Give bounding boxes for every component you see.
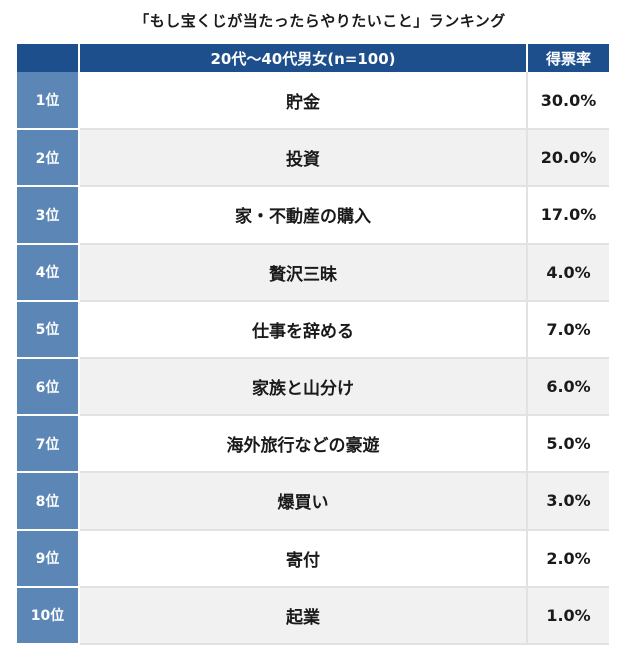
header-row: 20代〜40代男女(n=100) 得票率 [17,44,609,72]
rate-cell: 30.0% [526,72,609,131]
item-cell: 家族と山分け [78,357,527,417]
rank-cell: 10位 [17,586,79,645]
table-row: 1位 貯金 30.0% [17,72,609,131]
item-cell: 投資 [78,129,527,188]
item-cell: 贅沢三昧 [78,243,527,302]
item-cell: 仕事を辞める [78,300,527,359]
chart-title: 「もし宝くじが当たったらやりたいこと」ランキング [134,12,506,30]
ranking-table: 20代〜40代男女(n=100) 得票率 1位 貯金 30.0% 2位 投資 20.0% 3… [17,44,609,645]
rank-cell: 9位 [17,529,79,588]
table-row: 10位 起業 1.0% [17,586,609,645]
rate-cell: 4.0% [526,243,609,302]
rate-cell: 7.0% [526,300,609,359]
rank-cell: 5位 [17,300,79,359]
table-row: 4位 贅沢三昧 4.0% [17,243,609,302]
item-cell: 海外旅行などの豪遊 [78,415,527,474]
table-row: 8位 爆買い 3.0% [17,472,609,531]
rate-cell: 1.0% [526,586,609,645]
rank-cell: 4位 [17,243,79,302]
table-row: 6位 家族と山分け 6.0% [17,357,609,417]
table-row: 2位 投資 20.0% [17,129,609,188]
item-cell: 起業 [78,586,527,645]
table-row: 7位 海外旅行などの豪遊 5.0% [17,415,609,474]
rate-cell: 6.0% [526,357,609,417]
rank-cell: 6位 [17,357,79,417]
header-item: 20代〜40代男女(n=100) [78,44,527,72]
item-cell: 寄付 [78,529,527,588]
rank-cell: 7位 [17,415,79,474]
rate-cell: 17.0% [526,186,609,245]
table-row: 9位 寄付 2.0% [17,529,609,588]
item-cell: 貯金 [78,72,527,131]
rate-cell: 3.0% [526,472,609,531]
rank-cell: 3位 [17,186,79,245]
header-rank [17,44,79,72]
rate-cell: 20.0% [526,129,609,188]
item-cell: 爆買い [78,472,527,531]
rank-cell: 8位 [17,472,79,531]
rank-cell: 2位 [17,129,79,188]
table-row: 3位 家・不動産の購入 17.0% [17,186,609,245]
table-row: 5位 仕事を辞める 7.0% [17,300,609,359]
rate-cell: 2.0% [526,529,609,588]
rate-cell: 5.0% [526,415,609,474]
item-cell: 家・不動産の購入 [78,186,527,245]
header-rate: 得票率 [526,44,609,72]
rank-cell: 1位 [17,72,79,131]
